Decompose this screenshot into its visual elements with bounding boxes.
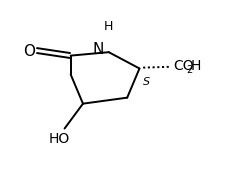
Text: HO: HO xyxy=(49,132,70,146)
Text: CO: CO xyxy=(173,59,194,73)
Text: 2: 2 xyxy=(187,65,193,75)
Text: N: N xyxy=(92,42,104,57)
Text: S: S xyxy=(143,77,150,87)
Text: H: H xyxy=(190,59,201,73)
Text: H: H xyxy=(104,20,113,33)
Text: O: O xyxy=(23,44,35,59)
